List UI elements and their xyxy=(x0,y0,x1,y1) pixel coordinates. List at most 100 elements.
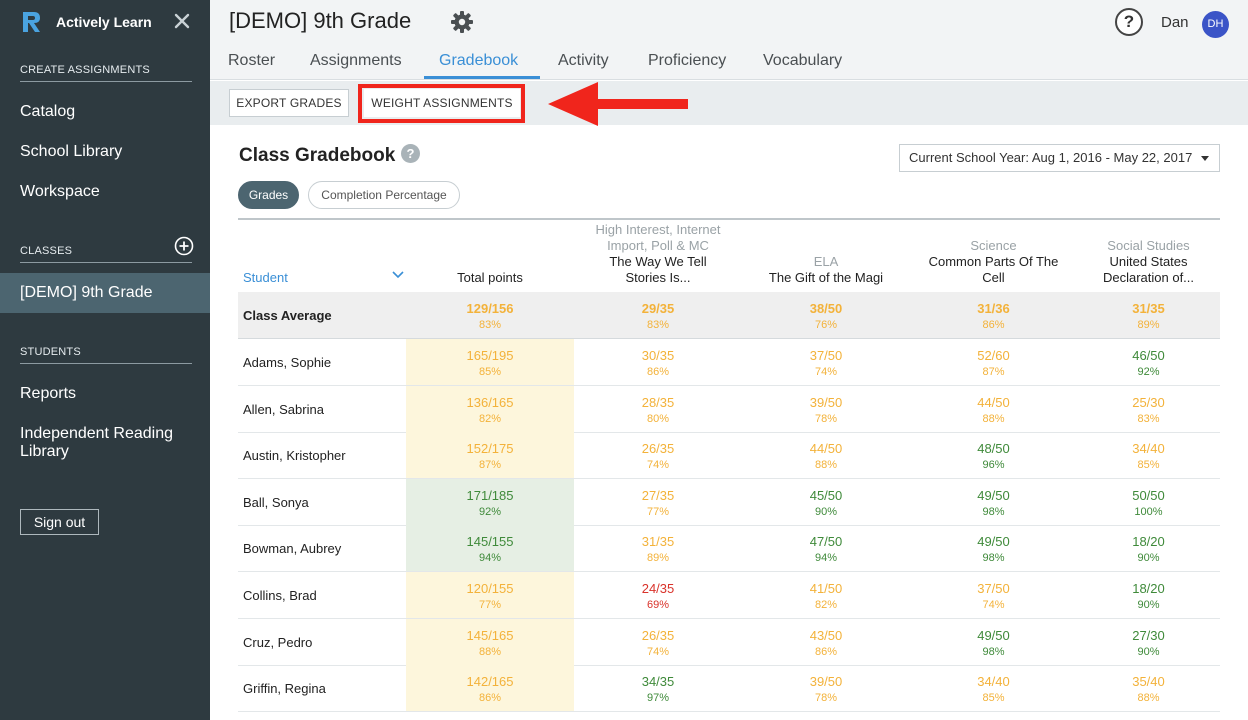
student-name[interactable]: Collins, Brad xyxy=(243,588,317,603)
grade-score: 45/50 xyxy=(809,487,843,503)
sign-out-button[interactable]: Sign out xyxy=(20,509,99,535)
brand[interactable]: Actively Learn xyxy=(20,10,152,34)
grade-cell[interactable]: 30/35 86% xyxy=(574,339,742,385)
student-column-header[interactable]: Student xyxy=(243,270,288,285)
student-name[interactable]: Cruz, Pedro xyxy=(243,634,313,650)
grade-cell[interactable]: 44/50 88% xyxy=(910,386,1077,432)
gradebook-help-icon[interactable]: ? xyxy=(401,144,420,163)
grade-cell[interactable]: 46/50 92% xyxy=(1077,339,1220,385)
student-name[interactable]: Allen, Sabrina xyxy=(243,401,324,417)
grade-score: 30/35 xyxy=(641,348,675,363)
student-name[interactable]: Ball, Sonya xyxy=(243,494,309,510)
grade-cell[interactable]: 38/50 76% xyxy=(742,292,910,338)
grade-cell[interactable]: 29/35 83% xyxy=(574,292,742,338)
assignment-column-header[interactable]: ELA The Gift of the Magi xyxy=(742,220,910,292)
grade-cell[interactable]: 31/35 89% xyxy=(574,525,742,571)
grade-cell[interactable]: 25/30 83% xyxy=(1077,386,1220,432)
grade-cell[interactable]: 26/35 74% xyxy=(574,432,742,478)
sidebar-item-independent-reading-line2[interactable]: Library xyxy=(20,443,69,460)
grade-score: 35/40 xyxy=(1132,674,1165,690)
sidebar-item-active-class[interactable]: [DEMO] 9th Grade xyxy=(0,273,210,313)
grade-cell[interactable]: 37/50 74% xyxy=(742,339,910,385)
grades-toggle[interactable]: Grades xyxy=(238,181,299,209)
weight-assignments-button[interactable]: WEIGHT ASSIGNMENTS xyxy=(364,89,520,117)
grade-cell[interactable]: 26/35 74% xyxy=(574,619,742,665)
grade-score: 152/175 xyxy=(466,441,514,457)
export-grades-button[interactable]: EXPORT GRADES xyxy=(229,89,349,117)
header: [DEMO] 9th Grade ? Dan DH Roster Assignm… xyxy=(210,0,1248,80)
total-points-cell[interactable]: 165/195 85% xyxy=(406,339,574,385)
tab-assignments[interactable]: Assignments xyxy=(310,52,402,69)
total-points-cell[interactable]: 120/155 77% xyxy=(406,572,574,618)
grade-cell[interactable]: 44/50 88% xyxy=(742,432,910,478)
grade-cell[interactable]: 27/35 77% xyxy=(574,479,742,525)
grade-score: 48/50 xyxy=(977,441,1010,457)
total-points-cell[interactable]: 152/175 87% xyxy=(406,432,574,479)
sidebar-item-workspace[interactable]: Workspace xyxy=(20,183,100,200)
grade-score: 31/36 xyxy=(977,301,1010,316)
grade-cell[interactable]: 31/36 86% xyxy=(910,292,1077,338)
grade-cell[interactable]: 28/35 80% xyxy=(574,386,742,432)
grade-cell[interactable]: 18/20 90% xyxy=(1077,572,1220,618)
grade-cell[interactable]: 43/50 86% xyxy=(742,619,910,665)
grade-cell[interactable]: 37/50 74% xyxy=(910,572,1077,618)
total-points-cell[interactable]: 145/165 88% xyxy=(406,618,574,665)
grade-cell[interactable]: 31/35 89% xyxy=(1077,292,1220,338)
arrow-left-icon xyxy=(548,82,688,126)
grade-score: 43/50 xyxy=(809,627,843,643)
grade-cell[interactable]: 49/50 98% xyxy=(910,619,1077,665)
grade-cell[interactable]: 49/50 98% xyxy=(910,479,1077,525)
sidebar-item-independent-reading[interactable]: Independent Reading xyxy=(20,425,174,442)
total-points-cell[interactable]: 136/165 82% xyxy=(406,385,574,432)
grade-cell[interactable]: 34/40 85% xyxy=(910,665,1077,711)
grade-cell[interactable]: 39/50 78% xyxy=(742,665,910,711)
tab-proficiency[interactable]: Proficiency xyxy=(648,52,727,69)
grade-cell[interactable]: 35/40 88% xyxy=(1077,665,1220,711)
tab-vocabulary[interactable]: Vocabulary xyxy=(763,52,843,69)
grade-cell[interactable]: 39/50 78% xyxy=(742,386,910,432)
gradebook-title: Class Gradebook xyxy=(239,145,396,166)
grade-cell[interactable]: 48/50 96% xyxy=(910,432,1077,478)
grade-cell[interactable]: 34/35 97% xyxy=(574,665,742,711)
close-icon[interactable] xyxy=(172,11,192,31)
assignment-category: Social Studies xyxy=(1107,238,1190,253)
grade-cell[interactable]: 50/50 100% xyxy=(1077,479,1220,525)
chevron-down-icon[interactable] xyxy=(391,270,405,280)
date-range-select[interactable]: Current School Year: Aug 1, 2016 - May 2… xyxy=(899,144,1220,172)
avatar[interactable]: DH xyxy=(1202,11,1229,38)
grade-cell[interactable]: 18/20 90% xyxy=(1077,525,1220,571)
total-points-cell[interactable]: 142/165 86% xyxy=(406,665,574,712)
tab-gradebook[interactable]: Gradebook xyxy=(439,52,519,69)
grade-cell[interactable]: 34/40 85% xyxy=(1077,432,1220,478)
completion-toggle[interactable]: Completion Percentage xyxy=(308,181,460,209)
sidebar-item-school-library[interactable]: School Library xyxy=(20,143,123,160)
total-points-cell[interactable]: 171/185 92% xyxy=(406,478,574,525)
grade-cell[interactable]: 24/35 69% xyxy=(574,572,742,618)
total-points-cell[interactable]: 129/156 83% xyxy=(406,292,574,338)
grade-cell[interactable]: 45/50 90% xyxy=(742,479,910,525)
student-name[interactable]: Griffin, Regina xyxy=(243,681,326,697)
student-name[interactable]: Bowman, Aubrey xyxy=(243,541,342,557)
grade-cell[interactable]: 27/30 90% xyxy=(1077,619,1220,665)
user-name[interactable]: Dan xyxy=(1161,14,1189,31)
sidebar-item-reports[interactable]: Reports xyxy=(20,385,77,402)
assignment-column-header[interactable]: Social Studies United States Declaration o… xyxy=(1077,220,1220,292)
sidebar-item-catalog[interactable]: Catalog xyxy=(20,103,76,120)
add-class-icon[interactable] xyxy=(174,236,194,256)
grade-cell[interactable]: 49/50 98% xyxy=(910,525,1077,571)
tab-activity[interactable]: Activity xyxy=(558,52,609,69)
assignment-column-header[interactable]: Science Common Parts Of The Cell xyxy=(910,220,1077,292)
tab-roster[interactable]: Roster xyxy=(228,52,276,69)
assignment-column-header[interactable]: High Interest, Internet Import, Poll & MC… xyxy=(574,220,742,292)
help-icon[interactable]: ? xyxy=(1115,8,1143,36)
grade-cell[interactable]: 47/50 94% xyxy=(742,525,910,571)
grade-cell[interactable]: 41/50 82% xyxy=(742,572,910,618)
gear-icon[interactable] xyxy=(450,10,474,34)
grade-cell[interactable]: 52/60 87% xyxy=(910,339,1077,385)
student-name[interactable]: Adams, Sophie xyxy=(243,355,332,370)
student-name[interactable]: Austin, Kristopher xyxy=(243,448,346,464)
assignment-name: The Gift of the Magi xyxy=(768,270,884,285)
grade-percent: 87% xyxy=(982,366,1005,378)
total-points-cell[interactable]: 145/155 94% xyxy=(406,525,574,572)
assignment-name: Declaration of... xyxy=(1102,270,1195,285)
